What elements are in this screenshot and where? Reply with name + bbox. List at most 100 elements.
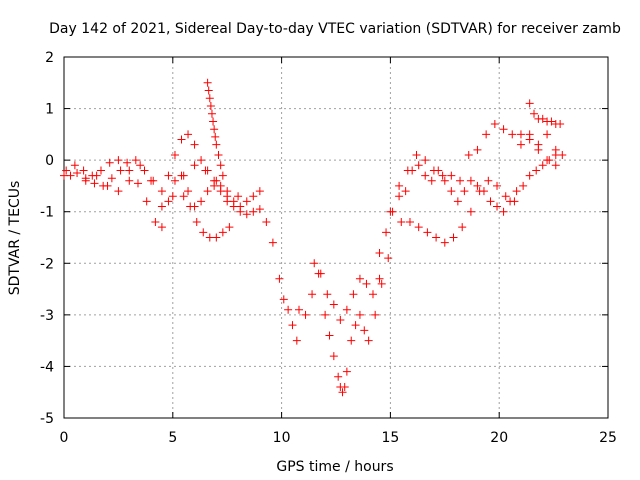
data-point bbox=[427, 176, 436, 185]
data-point bbox=[218, 228, 227, 237]
series-trough-upper bbox=[310, 259, 384, 325]
series-late-mid bbox=[516, 130, 567, 159]
data-point bbox=[530, 109, 539, 118]
data-point bbox=[164, 171, 173, 180]
data-point bbox=[255, 205, 264, 214]
data-point bbox=[464, 150, 473, 159]
data-point bbox=[116, 166, 125, 175]
data-point bbox=[262, 218, 271, 227]
series-track-d bbox=[179, 192, 234, 242]
data-point bbox=[329, 352, 338, 361]
data-point bbox=[316, 269, 325, 278]
data-point bbox=[249, 192, 258, 201]
data-point bbox=[125, 176, 134, 185]
data-point bbox=[216, 161, 225, 170]
data-point bbox=[538, 161, 547, 170]
data-point bbox=[212, 176, 221, 185]
data-point bbox=[460, 187, 469, 196]
data-point bbox=[168, 192, 177, 201]
data-point bbox=[421, 171, 430, 180]
data-point bbox=[170, 150, 179, 159]
data-point bbox=[355, 310, 364, 319]
data-point bbox=[519, 181, 528, 190]
data-point bbox=[90, 179, 99, 188]
data-point bbox=[288, 321, 297, 330]
data-point bbox=[508, 130, 517, 139]
data-point bbox=[210, 125, 219, 134]
data-point bbox=[351, 321, 360, 330]
data-point bbox=[225, 223, 234, 232]
data-point bbox=[525, 171, 534, 180]
series-late-high bbox=[525, 99, 565, 129]
data-point bbox=[355, 274, 364, 283]
data-point bbox=[395, 192, 404, 201]
data-point bbox=[423, 228, 432, 237]
data-point bbox=[516, 140, 525, 149]
data-point bbox=[558, 150, 567, 159]
data-point bbox=[92, 171, 101, 180]
x-tick-label: 0 bbox=[60, 430, 69, 446]
data-point bbox=[81, 176, 90, 185]
data-point bbox=[107, 174, 116, 183]
data-point bbox=[184, 130, 193, 139]
data-point bbox=[292, 336, 301, 345]
data-point bbox=[364, 336, 373, 345]
data-point bbox=[96, 166, 105, 175]
data-point bbox=[164, 197, 173, 206]
data-point bbox=[114, 156, 123, 165]
data-point bbox=[66, 171, 75, 180]
data-point bbox=[397, 218, 406, 227]
data-point bbox=[242, 197, 251, 206]
data-point bbox=[449, 233, 458, 242]
series-spike bbox=[203, 78, 227, 180]
data-point bbox=[123, 158, 132, 167]
data-point bbox=[484, 176, 493, 185]
data-point bbox=[340, 383, 349, 392]
data-point bbox=[386, 207, 395, 216]
data-point bbox=[157, 202, 166, 211]
series-track-c bbox=[81, 161, 243, 211]
data-point bbox=[197, 197, 206, 206]
data-point bbox=[405, 218, 414, 227]
data-point bbox=[184, 187, 193, 196]
data-point bbox=[199, 228, 208, 237]
data-point bbox=[342, 305, 351, 314]
data-point bbox=[342, 367, 351, 376]
y-tick-label: -5 bbox=[40, 411, 54, 427]
data-point bbox=[268, 238, 277, 247]
data-point bbox=[279, 295, 288, 304]
data-point bbox=[136, 161, 145, 170]
data-point bbox=[510, 197, 519, 206]
y-tick-label: 2 bbox=[45, 50, 54, 66]
data-point bbox=[466, 176, 475, 185]
data-point bbox=[284, 305, 293, 314]
data-point bbox=[211, 132, 220, 141]
data-point bbox=[551, 145, 560, 154]
data-point bbox=[157, 187, 166, 196]
data-point bbox=[421, 156, 430, 165]
data-point bbox=[218, 171, 227, 180]
data-point bbox=[377, 279, 386, 288]
data-point bbox=[551, 161, 560, 170]
data-point bbox=[490, 120, 499, 129]
data-point bbox=[368, 290, 377, 299]
data-point bbox=[234, 192, 243, 201]
data-point bbox=[547, 117, 556, 126]
y-tick-label: -3 bbox=[40, 308, 54, 324]
data-point bbox=[242, 210, 251, 219]
data-point bbox=[447, 187, 456, 196]
data-point bbox=[516, 130, 525, 139]
data-point bbox=[186, 202, 195, 211]
data-point bbox=[362, 279, 371, 288]
data-point bbox=[190, 140, 199, 149]
x-tick-label: 10 bbox=[273, 430, 291, 446]
data-point bbox=[147, 176, 156, 185]
data-point bbox=[499, 125, 508, 134]
data-point bbox=[538, 114, 547, 123]
data-point bbox=[336, 316, 345, 325]
data-point bbox=[534, 140, 543, 149]
data-point bbox=[203, 187, 212, 196]
data-point bbox=[458, 223, 467, 232]
x-tick-label: 20 bbox=[490, 430, 508, 446]
